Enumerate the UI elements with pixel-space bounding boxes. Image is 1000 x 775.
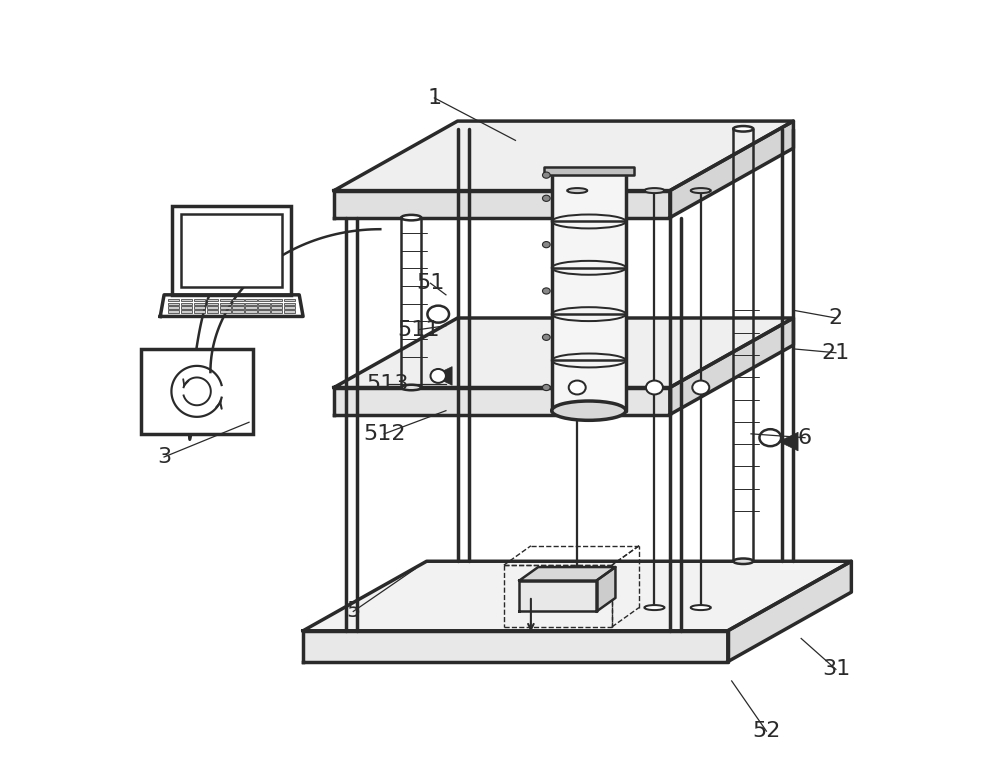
Bar — [271, 298, 282, 301]
Ellipse shape — [691, 188, 711, 193]
Ellipse shape — [430, 369, 446, 383]
Text: 21: 21 — [822, 343, 850, 363]
Bar — [284, 302, 295, 305]
Text: 6: 6 — [798, 428, 812, 448]
Polygon shape — [334, 388, 670, 415]
Bar — [271, 302, 282, 305]
Bar — [284, 310, 295, 312]
Ellipse shape — [542, 242, 550, 248]
Bar — [245, 302, 257, 305]
Bar — [168, 306, 179, 308]
Bar — [181, 306, 192, 308]
Text: 512: 512 — [363, 424, 405, 444]
Ellipse shape — [759, 429, 781, 446]
Bar — [245, 310, 257, 312]
Ellipse shape — [567, 605, 587, 610]
Text: 31: 31 — [822, 660, 850, 680]
Bar — [181, 298, 192, 301]
Bar — [207, 302, 218, 305]
Polygon shape — [544, 167, 634, 175]
Polygon shape — [519, 580, 597, 611]
Polygon shape — [303, 631, 728, 662]
Ellipse shape — [542, 288, 550, 294]
Bar — [220, 302, 231, 305]
Text: 3: 3 — [157, 447, 171, 467]
Text: 51: 51 — [416, 274, 445, 293]
Bar — [245, 298, 257, 301]
Ellipse shape — [644, 605, 664, 610]
Polygon shape — [334, 318, 793, 388]
Bar — [181, 302, 192, 305]
Polygon shape — [779, 432, 798, 451]
Text: 2: 2 — [829, 308, 843, 328]
FancyBboxPatch shape — [141, 349, 253, 434]
Ellipse shape — [542, 384, 550, 391]
Ellipse shape — [733, 126, 753, 132]
Bar — [207, 310, 218, 312]
Polygon shape — [670, 121, 793, 218]
Bar — [168, 310, 179, 312]
Bar — [220, 306, 231, 308]
Text: 513: 513 — [367, 374, 409, 394]
Bar — [284, 298, 295, 301]
Polygon shape — [160, 294, 303, 316]
Ellipse shape — [427, 305, 449, 322]
Bar — [220, 310, 231, 312]
Bar — [258, 302, 270, 305]
Text: 5: 5 — [346, 601, 360, 622]
Text: 52: 52 — [752, 722, 781, 741]
Text: 511: 511 — [398, 319, 440, 339]
Bar — [172, 206, 291, 294]
Ellipse shape — [733, 559, 753, 564]
Polygon shape — [597, 567, 615, 611]
Ellipse shape — [401, 215, 421, 220]
Bar — [232, 310, 244, 312]
Bar — [181, 214, 282, 287]
Bar — [258, 306, 270, 308]
Ellipse shape — [644, 188, 664, 193]
Bar — [232, 302, 244, 305]
Text: 1: 1 — [427, 88, 441, 108]
Polygon shape — [519, 567, 615, 580]
Polygon shape — [303, 561, 851, 631]
Ellipse shape — [646, 381, 663, 394]
Bar — [194, 302, 205, 305]
Ellipse shape — [542, 172, 550, 178]
Bar — [232, 298, 244, 301]
Ellipse shape — [542, 334, 550, 340]
Bar — [245, 306, 257, 308]
Polygon shape — [334, 121, 793, 191]
Bar — [220, 298, 231, 301]
Polygon shape — [728, 561, 851, 662]
Ellipse shape — [691, 605, 711, 610]
Bar — [194, 306, 205, 308]
Bar — [258, 310, 270, 312]
Ellipse shape — [567, 188, 587, 193]
Polygon shape — [334, 191, 670, 218]
Ellipse shape — [552, 401, 626, 420]
Ellipse shape — [401, 384, 421, 391]
Bar — [194, 298, 205, 301]
Bar — [271, 306, 282, 308]
Bar — [194, 310, 205, 312]
Ellipse shape — [542, 195, 550, 202]
Polygon shape — [433, 367, 452, 385]
Bar — [168, 302, 179, 305]
Bar — [207, 298, 218, 301]
Bar — [168, 298, 179, 301]
Ellipse shape — [569, 381, 586, 394]
Bar — [271, 310, 282, 312]
Bar — [284, 306, 295, 308]
Polygon shape — [670, 318, 793, 415]
Bar — [181, 310, 192, 312]
Bar — [232, 306, 244, 308]
Bar — [258, 298, 270, 301]
Bar — [207, 306, 218, 308]
Ellipse shape — [692, 381, 709, 394]
